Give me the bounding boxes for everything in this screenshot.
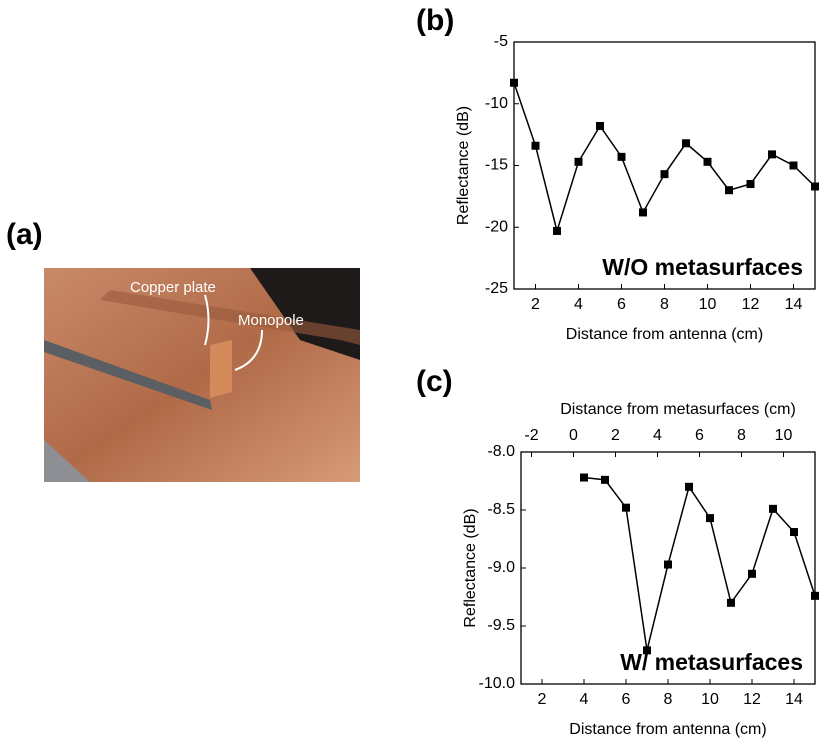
marker [617, 152, 626, 161]
x2-axis-label: Distance from metasurfaces (cm) [560, 401, 796, 418]
marker [790, 528, 798, 537]
panel-label: (a) [6, 218, 43, 251]
panel-label: (c) [416, 365, 453, 398]
marker [596, 121, 604, 130]
photo: Copper plate Monopole [44, 268, 360, 482]
x-tick-label: 4 [574, 296, 583, 313]
annotation: W/O metasurfaces [602, 254, 803, 280]
marker [727, 598, 735, 607]
x-tick-label: 14 [785, 691, 803, 708]
marker [580, 473, 588, 482]
y-tick-label: -10 [485, 95, 508, 112]
marker [664, 560, 672, 569]
marker [725, 186, 733, 195]
panel-label: (b) [416, 4, 454, 37]
marker [703, 157, 712, 166]
marker [510, 78, 518, 87]
marker [639, 208, 647, 217]
x-tick-label: 14 [785, 296, 803, 313]
x-tick-label: 8 [660, 296, 669, 313]
x-tick-label: 12 [742, 296, 760, 313]
marker [643, 646, 651, 655]
plot-frame [513, 41, 816, 290]
marker [746, 180, 755, 189]
marker [811, 182, 819, 191]
marker [531, 141, 540, 150]
y-axis-label: Reflectance (dB) [462, 508, 479, 627]
x-axis-label: Distance from antenna (cm) [569, 721, 766, 738]
marker [768, 150, 776, 159]
x2-tick-label: 8 [737, 427, 746, 444]
marker [553, 226, 561, 235]
marker [574, 157, 583, 166]
x-tick-label: 2 [531, 296, 540, 313]
marker [748, 569, 756, 578]
x-tick-label: 6 [617, 296, 626, 313]
x2-tick-label: 4 [653, 427, 662, 444]
x2-tick-label: 0 [569, 427, 578, 444]
x2-tick-label: 2 [611, 427, 620, 444]
series-line [583, 476, 816, 651]
y-tick-label: -8.5 [487, 501, 515, 518]
x-axis-label: Distance from antenna (cm) [566, 326, 763, 343]
y-tick-label: -20 [485, 218, 508, 235]
x2-tick-label: 10 [775, 427, 793, 444]
x-tick-label: 2 [538, 691, 547, 708]
y-axis-label: Reflectance (dB) [455, 106, 472, 225]
marker [601, 475, 609, 484]
x-tick-label: 10 [699, 296, 717, 313]
y-tick-label: -5 [494, 33, 508, 50]
y-tick-label: -10.0 [479, 675, 516, 692]
marker [660, 170, 669, 179]
y-tick-label: -8.0 [487, 443, 515, 460]
y-tick-label: -15 [485, 157, 508, 174]
marker [789, 161, 798, 170]
x-tick-label: 8 [664, 691, 673, 708]
x2-tick-label: -2 [524, 427, 538, 444]
y-tick-label: -9.0 [487, 559, 515, 576]
x-tick-label: 10 [701, 691, 719, 708]
x-tick-label: 12 [743, 691, 761, 708]
marker [706, 514, 714, 523]
x-tick-label: 6 [622, 691, 631, 708]
photo-label: Copper plate [130, 279, 216, 296]
x-tick-label: 4 [580, 691, 589, 708]
y-tick-label: -25 [485, 280, 508, 297]
marker [769, 504, 777, 513]
marker [811, 591, 819, 600]
marker [622, 503, 630, 512]
marker [682, 139, 690, 148]
x2-tick-label: 6 [695, 427, 704, 444]
y-tick-label: -9.5 [487, 617, 515, 634]
marker [685, 482, 693, 491]
photo-label: Monopole [238, 312, 304, 329]
